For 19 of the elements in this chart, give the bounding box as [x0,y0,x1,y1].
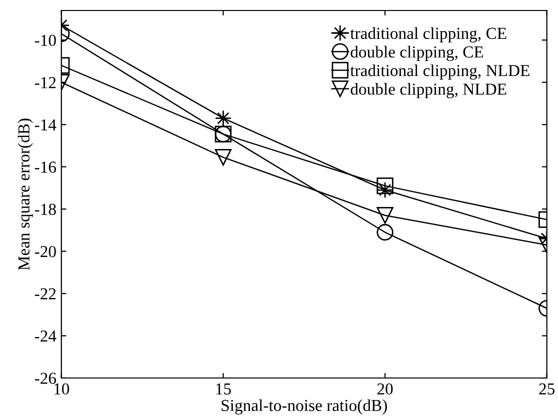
y-tick-label: -10 [34,34,56,46]
x-tick-label: 20 [377,383,393,395]
y-tick-label: -12 [34,77,56,88]
x-axis-title: Signal-to-noise ratio(dB) [222,399,387,415]
y-tick-label: -20 [34,246,56,258]
x-tick-label: 15 [216,383,231,395]
y-axis-title: Mean square error(dB) [18,118,33,270]
x-tick-label: 10 [54,383,70,395]
y-tick-label: -14 [34,119,56,130]
legend-label: double clipping, NLDE [350,83,506,98]
x-tick-label: 25 [539,383,555,395]
y-tick-label: -22 [34,288,56,300]
legend-label: traditional clipping, CE [350,27,506,42]
y-tick-label: -26 [34,372,56,384]
y-tick-label: -16 [34,162,56,173]
y-tick-label: -18 [34,204,56,215]
legend-label: traditional clipping, NLDE [350,64,530,80]
legend-label: double clipping, CE [350,46,484,62]
y-tick-label: -24 [34,330,56,342]
